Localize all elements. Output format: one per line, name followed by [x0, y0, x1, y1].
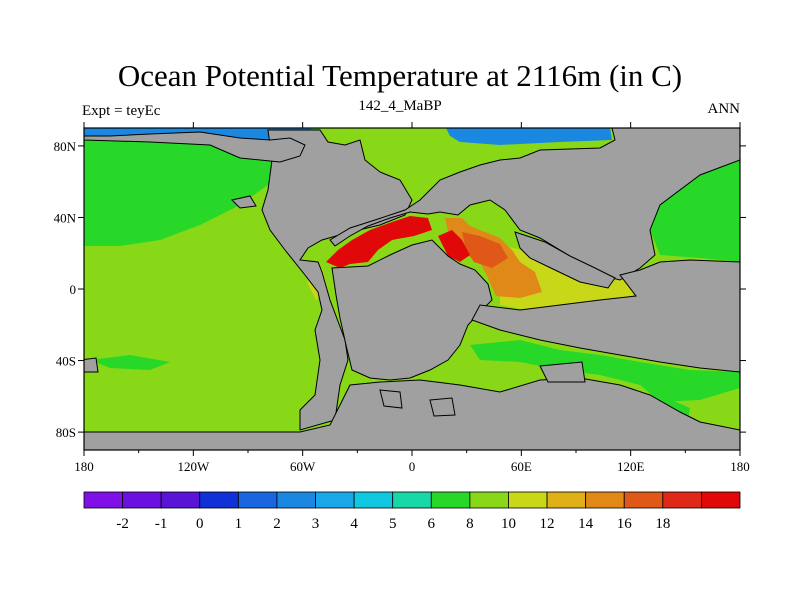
ocean-region-red-east	[438, 230, 470, 262]
colorbar-label: -1	[155, 516, 168, 532]
season-label: ANN	[707, 101, 741, 117]
colorbar-label: 0	[196, 516, 204, 532]
colorbar-swatch	[469, 491, 509, 509]
land-island-3	[84, 357, 99, 373]
x-tick-label: 60W	[290, 459, 316, 474]
colorbar-label: 14	[578, 516, 594, 532]
land-island-4	[379, 389, 403, 409]
x-tick-label: 0	[409, 459, 416, 474]
ocean-region-east-north	[650, 128, 740, 262]
y-tick-label: 40N	[54, 210, 77, 225]
colorbar-swatch	[392, 491, 432, 509]
ocean-region-yellow-tongue	[500, 245, 635, 312]
colorbar-swatch	[160, 491, 201, 509]
colorbar-swatch	[353, 491, 394, 509]
x-axis: 180 120W 60W 0 60E 120E 180	[74, 122, 750, 474]
colorbar-label: 16	[617, 516, 633, 532]
land-island-2	[539, 361, 586, 383]
map-title: Ocean Potential Temperature at 2116m (in…	[117, 58, 683, 93]
colorbar-label: 10	[501, 516, 516, 532]
land-africa-south	[331, 239, 493, 381]
colorbar-label: 8	[466, 516, 474, 532]
colorbar-swatch	[585, 491, 625, 509]
colorbar-label: 6	[428, 516, 436, 532]
colorbar-swatch	[508, 491, 548, 509]
land-island-5	[429, 397, 456, 417]
colorbar-swatch	[237, 491, 278, 509]
ocean-region-blue-arctic-east	[446, 128, 612, 145]
colorbar-label: 3	[312, 516, 320, 532]
colorbar-label: -2	[116, 516, 129, 532]
colorbar-swatch	[430, 491, 471, 509]
x-tick-label: 180	[74, 459, 94, 474]
colorbar-swatch	[701, 491, 741, 509]
colorbar-label: 2	[273, 516, 281, 532]
land-south-asia	[514, 231, 616, 289]
colorbar-swatch	[662, 491, 702, 509]
colorbar-label: 5	[389, 516, 397, 532]
y-tick-label: 80N	[54, 139, 77, 154]
y-tick-label: 40S	[56, 354, 76, 369]
colorbar-label: 18	[655, 516, 670, 532]
colorbar: -2 -1 0 1 2 3 4 5 6 8 10 12 14 16 18	[83, 491, 741, 532]
colorbar-swatch	[276, 491, 316, 509]
x-tick-label: 120E	[617, 459, 645, 474]
x-tick-label: 180	[730, 459, 750, 474]
time-label: 142_4_MaBP	[358, 98, 442, 114]
ocean-region-south-east	[470, 340, 740, 402]
colorbar-swatch	[315, 491, 355, 509]
land-americas	[261, 129, 413, 431]
x-tick-label: 60E	[511, 459, 532, 474]
land-africa-eurasia	[320, 128, 740, 281]
colorbar-swatch	[122, 491, 162, 509]
colorbar-label: 4	[350, 516, 358, 532]
land-australia	[471, 259, 740, 373]
colorbar-label: 1	[235, 516, 243, 532]
land-arctic-north	[84, 131, 306, 163]
experiment-label: Expt = teyEc	[82, 103, 161, 119]
ocean-region-red-tethys	[326, 216, 432, 268]
x-tick-label: 120W	[177, 459, 210, 474]
colorbar-swatch	[83, 491, 123, 509]
colorbar-swatch	[546, 491, 587, 509]
colorbar-swatch	[199, 491, 239, 509]
map-panel	[84, 128, 740, 450]
y-axis: 80N 40N 0 40S 80S	[54, 139, 746, 440]
y-tick-label: 0	[70, 282, 77, 297]
colorbar-swatch	[623, 491, 664, 509]
y-tick-label: 80S	[56, 425, 76, 440]
ocean-region-south-fringe	[90, 355, 170, 370]
land-antarctica	[84, 377, 740, 450]
land-island-1	[231, 195, 257, 209]
colorbar-label: 12	[540, 516, 555, 532]
ocean-region-red-orange	[462, 232, 508, 268]
